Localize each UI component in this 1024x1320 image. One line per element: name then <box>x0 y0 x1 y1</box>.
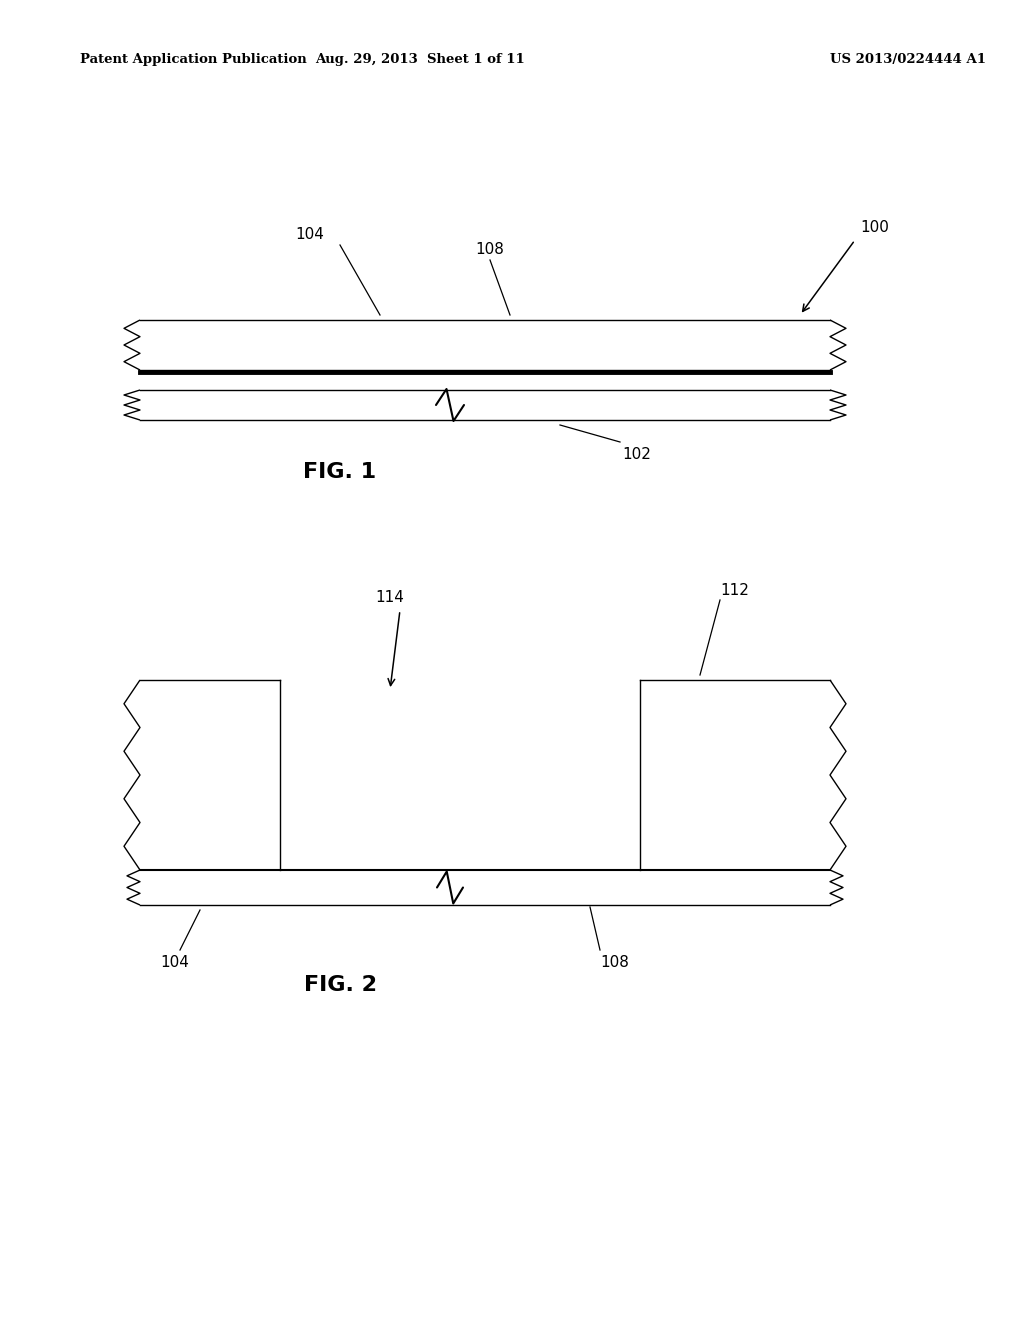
Text: US 2013/0224444 A1: US 2013/0224444 A1 <box>830 54 986 66</box>
Polygon shape <box>140 870 830 906</box>
Text: 108: 108 <box>475 242 505 257</box>
Polygon shape <box>640 680 830 870</box>
Text: 114: 114 <box>376 590 404 605</box>
Text: FIG. 1: FIG. 1 <box>303 462 377 482</box>
Polygon shape <box>140 680 280 870</box>
Polygon shape <box>140 319 830 370</box>
Text: 112: 112 <box>720 583 749 598</box>
Text: FIG. 2: FIG. 2 <box>303 975 377 995</box>
Text: 102: 102 <box>622 447 651 462</box>
Text: Aug. 29, 2013  Sheet 1 of 11: Aug. 29, 2013 Sheet 1 of 11 <box>315 54 525 66</box>
Polygon shape <box>140 389 830 420</box>
Text: 108: 108 <box>600 954 629 970</box>
Text: 100: 100 <box>860 220 889 235</box>
Text: Patent Application Publication: Patent Application Publication <box>80 54 307 66</box>
Text: 104: 104 <box>161 954 189 970</box>
Text: 104: 104 <box>296 227 325 242</box>
